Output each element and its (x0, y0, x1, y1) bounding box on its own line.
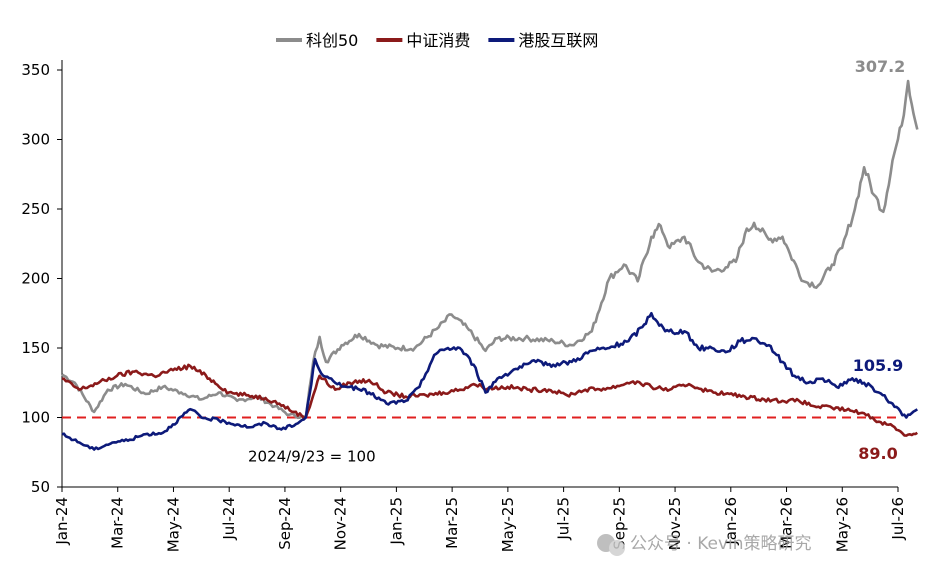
x-tick-label: Mar-26 (778, 497, 796, 549)
x-tick-label: Jan-26 (722, 497, 740, 546)
x-tick-label: Jul-25 (555, 497, 573, 541)
legend-label: 科创50 (306, 31, 358, 50)
x-tick-label: Jul-24 (220, 497, 238, 541)
legend-label: 港股互联网 (518, 31, 598, 50)
series-group (61, 79, 919, 451)
y-axis: 50 100 150 200 250 300 350 (21, 60, 63, 496)
end-value-label: 307.2 (855, 57, 906, 76)
end-value-label: 105.9 (853, 356, 904, 375)
series-zhongzheng-consumer-line (61, 363, 918, 437)
y-tick-label: 100 (21, 409, 50, 427)
x-tick-label: May-26 (833, 497, 851, 552)
end-value-label: 89.0 (858, 444, 897, 463)
y-tick-label: 300 (21, 131, 50, 149)
x-tick-label: Jan-24 (53, 497, 71, 546)
baseline-label: 2024/9/23 = 100 (248, 448, 376, 466)
x-tick-label: Mar-24 (109, 497, 127, 549)
x-tick-label: Sep-25 (610, 497, 628, 550)
x-tick-label: Sep-24 (276, 497, 294, 550)
y-tick-label: 250 (21, 200, 50, 218)
legend-label: 中证消费 (406, 31, 470, 50)
x-tick-label: Nov-24 (332, 497, 350, 550)
series-hk-internet-line (61, 312, 919, 451)
wechat-logo-icon (597, 534, 625, 556)
watermark: 公众号 · Kevin策略研究 (597, 534, 812, 556)
x-tick-label: Mar-25 (443, 497, 461, 549)
y-tick-label: 200 (21, 270, 50, 288)
x-tick-label: Jan-25 (387, 497, 405, 546)
end-labels: 307.2 89.0 105.9 (853, 57, 906, 463)
y-tick-label: 150 (21, 339, 50, 357)
x-axis: Jan-24 Mar-24 May-24 Jul-24 Sep-24 Nov-24 Jan-… (53, 486, 907, 552)
legend: 科创50 中证消费 港股互联网 (276, 31, 598, 50)
x-tick-label: May-24 (164, 497, 182, 552)
x-tick-label: Jul-26 (889, 497, 907, 541)
series-kechuang50-line (61, 79, 919, 420)
watermark-text: 公众号 · Kevin策略研究 (630, 534, 812, 554)
x-tick-label: May-25 (499, 497, 517, 552)
x-tick-label: Nov-25 (666, 497, 684, 550)
y-tick-label: 50 (31, 478, 50, 496)
y-tick-label: 350 (21, 61, 50, 79)
